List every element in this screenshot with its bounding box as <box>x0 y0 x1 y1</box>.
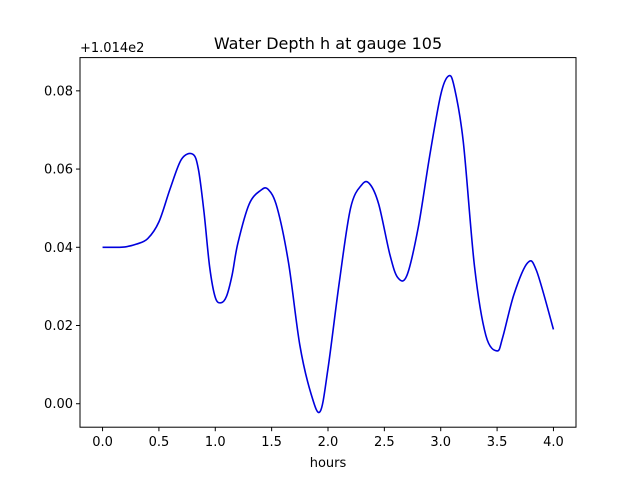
y-tick-label: 0.08 <box>44 84 73 99</box>
y-axis: 0.00 0.02 0.04 0.06 0.08 <box>44 84 80 412</box>
y-tick-label: 0.04 <box>44 241 73 256</box>
series-line <box>102 74 555 414</box>
x-tick-label: 2.5 <box>374 435 395 450</box>
y-tick-label: 0.06 <box>44 163 73 178</box>
x-tick-label: 4.0 <box>543 435 564 450</box>
y-offset-label: +1.014e2 <box>80 41 144 56</box>
x-tick-label: 1.5 <box>261 435 282 450</box>
x-tick-label: 0.5 <box>149 435 170 450</box>
x-axis: 0.0 0.5 1.0 1.5 2.0 2.5 3.0 3.5 4.0 <box>92 427 564 450</box>
x-tick-label: 1.0 <box>205 435 226 450</box>
x-tick-label: 3.5 <box>487 435 508 450</box>
x-axis-label: hours <box>310 456 347 471</box>
x-tick-label: 2.0 <box>318 435 339 450</box>
chart-title: Water Depth h at gauge 105 <box>214 34 442 53</box>
x-tick-label: 3.0 <box>430 435 451 450</box>
y-tick-label: 0.02 <box>44 319 73 334</box>
plot-frame <box>79 57 577 428</box>
y-tick-label: 0.00 <box>44 397 73 412</box>
x-tick-label: 0.0 <box>92 435 113 450</box>
